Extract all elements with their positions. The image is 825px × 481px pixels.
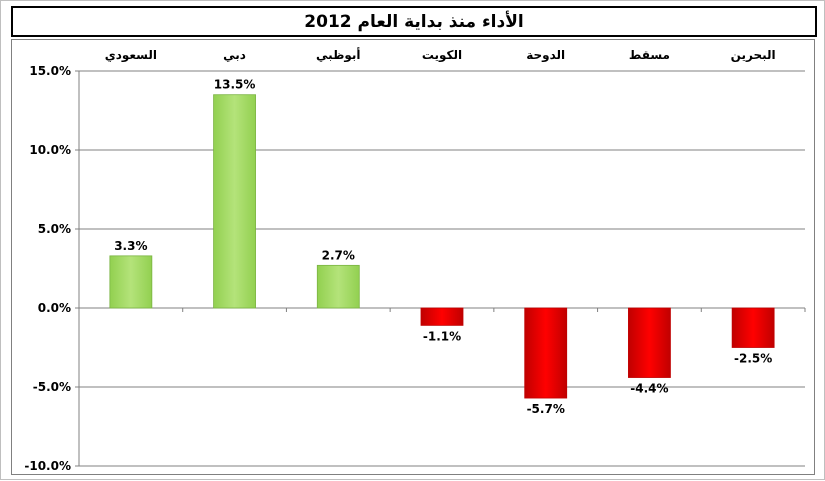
- plot-frame: [11, 39, 815, 475]
- bar: [628, 307, 671, 378]
- chart-title-box: الأداء منذ بداية العام 2012: [11, 6, 817, 37]
- data-label: 13.5%: [214, 78, 256, 92]
- category-label: البحرين: [731, 48, 776, 62]
- data-label: 2.7%: [322, 248, 355, 262]
- data-label: -2.5%: [734, 352, 772, 366]
- y-tick-label: 0.0%: [38, 301, 71, 315]
- bar: [213, 94, 256, 309]
- bar: [731, 307, 775, 348]
- bar: [524, 307, 568, 399]
- y-tick-label: 5.0%: [38, 222, 71, 236]
- y-tick-label: -5.0%: [33, 380, 71, 394]
- data-label: -5.7%: [527, 402, 565, 416]
- category-label: مسقط: [629, 48, 670, 62]
- chart-title: الأداء منذ بداية العام 2012: [304, 11, 524, 32]
- category-label: الدوحة: [526, 48, 565, 63]
- bar: [316, 264, 360, 309]
- category-label: دبي: [223, 48, 246, 62]
- category-label: أبوظبي: [316, 47, 360, 63]
- data-label: -1.1%: [423, 329, 461, 343]
- category-label: السعودي: [105, 48, 157, 63]
- category-label: الكويت: [422, 48, 462, 63]
- data-label: -4.4%: [630, 382, 668, 396]
- data-label: 3.3%: [114, 239, 147, 253]
- bar: [420, 307, 464, 326]
- bar: [109, 255, 153, 309]
- y-tick-label: -10.0%: [24, 459, 71, 473]
- y-tick-label: 10.0%: [29, 143, 71, 157]
- y-tick-label: 15.0%: [29, 64, 71, 78]
